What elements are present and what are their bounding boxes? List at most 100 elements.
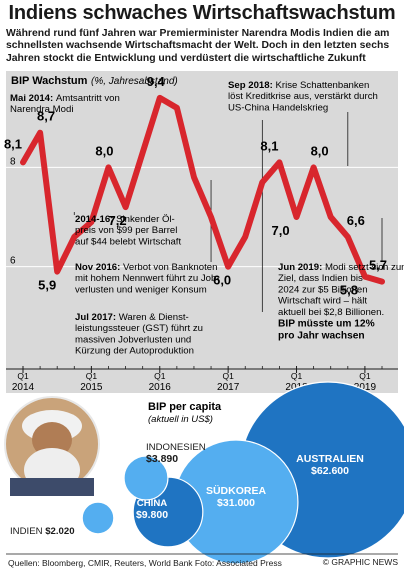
bubble-chart-subtitle: (aktuell in US$) [148,414,213,425]
x-tick-year: 2016 [149,382,172,393]
footer-sources: Quellen: Bloomberg, CMIR, Reuters, World… [8,558,282,568]
annotation-line: Narendra Modi [10,104,73,115]
value-label: 5,9 [38,278,56,293]
line-chart-panel [6,71,398,393]
value-label: 8,7 [37,109,55,124]
annotation-line: 2024 zur $5 Billionen [278,284,368,295]
annotation-date: Sep 2018: [228,80,275,91]
annotation-bold-line: BIP müsste um 12% [278,319,375,330]
bubble-name: AUSTRALIEN [296,453,364,465]
annotation-text: Sinkender Öl- [116,214,175,225]
annotation-line: Jun 2019: Modi setzt sich zum [278,262,404,273]
bubble-value: $62.600 [311,465,349,477]
x-tick-quarter: Q1 [86,371,98,381]
annotation-date: Jul 2017: [75,312,119,323]
annotation-leaders [73,112,383,312]
page-title: Indiens schwaches Wirtschaftswachstum [8,2,396,24]
value-label: 6,0 [213,273,231,288]
value-label: 8,0 [311,143,329,158]
value-label: 5,7 [369,258,387,273]
bubble [132,476,204,548]
annotation-line: aktuell bei $2,8 Billionen. [278,307,384,318]
x-tick-quarter: Q1 [17,371,29,381]
x-tick-year: 2019 [354,382,377,393]
bubble [173,439,299,565]
bubble-name: CHINA [137,498,167,509]
x-tick-year: 2014 [12,382,35,393]
bubble-value: $2.020 [45,526,74,537]
annotation-text: Verbot von Banknoten [123,262,217,273]
value-label: 9,4 [147,74,166,89]
bubble-name: INDIEN [10,526,45,537]
annotation-line: auf $44 belebt Wirtschaft [75,236,181,247]
value-label: 8,0 [95,143,113,158]
footer-brand: © GRAPHIC NEWS [322,557,398,567]
line-chart-unit: (%, Jahresabstand) [91,76,178,87]
annotation-line: US-China Handelskrieg [228,102,328,113]
bubble-name: INDONESIEN [146,442,206,453]
value-label: 8,1 [260,138,278,153]
annotation-date: Nov 2016: [75,262,123,273]
annotation-line: Wirtschaft wird – hält [278,296,367,307]
annotation-line: Kürzung der Autoproduktion [75,346,194,357]
bubble-value: $9.800 [136,509,168,521]
annotation-line: preis von $99 per Barrel [75,225,177,236]
bubbles [81,381,404,565]
x-tick-quarter: Q1 [222,371,234,381]
bubble [239,381,404,559]
x-tick-quarter: Q1 [291,371,303,381]
annotation-line: mit hohem Nennwert führt zu Job- [75,273,220,284]
annotation-date: 2014-16: [75,214,116,225]
annotation-line: Nov 2016: Verbot von Banknoten [75,262,217,273]
bubble-value: $31.000 [217,497,255,509]
value-label: 7,2 [109,213,127,228]
portrait-photo-icon [4,396,100,496]
annotation-bold-line: pro Jahr wachsen [278,330,365,341]
value-labels: 8,1 8,7 5,9 8,0 7,2 9,4 6,0 8,1 7,0 8,0 6,6 5,8 5,7 [4,74,387,298]
value-label: 5,8 [340,283,358,298]
annotation-text: Modi setzt sich zum [325,262,404,273]
annotation-date: Jun 2019: [278,262,325,273]
annotation: 2014-16: Sinkender Öl-preis von $99 per … [75,214,181,247]
bubble [123,455,169,501]
annotation-line: Jul 2017: Waren & Dienst- [75,312,189,323]
page-subtitle: Während rund fünf Jahren war Premiermini… [6,28,390,64]
annotation-line: Ziel, dass Indien bis [278,273,363,284]
gdp-growth-line [20,94,385,285]
y-axis-ticks: 86 [10,156,16,266]
annotation-line: leistungssteuer (GST) führt zu [75,323,203,334]
y-tick-label: 8 [10,156,16,167]
annotation-line: 2014-16: Sinkender Öl- [75,214,175,225]
annotation-text: Krise Schattenbanken [275,80,369,91]
annotation-line: Mai 2014: Amtsantritt von [10,93,120,104]
annotation-line: löst Kreditkrise aus, verstärkt durch [228,91,378,102]
value-label: 7,0 [271,223,289,238]
bubble-labels: INDIEN $2.020 INDONESIEN$3.890 CHINA$9.800… [10,442,364,537]
x-tick-year: 2017 [217,382,240,393]
bubble-name: SÜDKOREA [206,484,267,497]
annotation-date: Mai 2014: [10,93,56,104]
bubble-label: INDIEN $2.020 [10,526,75,537]
y-tick-label: 6 [10,256,16,267]
annotation-line: massiven Jobverlusten und [75,334,191,345]
annotation-line: Sep 2018: Krise Schattenbanken [228,80,369,91]
x-tick-year: 2015 [80,382,103,393]
x-tick-quarter: Q1 [359,371,371,381]
line-chart-title: BIP Wachstum [11,75,88,87]
x-tick-year: 2018 [285,382,308,393]
gridlines [6,166,398,268]
bubble [81,501,115,535]
bubble-value: $3.890 [146,453,178,465]
x-tick-quarter: Q1 [154,371,166,381]
value-label: 6,6 [347,213,365,228]
bubble-chart-title: BIP per capita [148,401,222,413]
annotation: Jul 2017: Waren & Dienst-leistungssteuer… [75,312,203,357]
value-label: 8,1 [4,136,22,151]
